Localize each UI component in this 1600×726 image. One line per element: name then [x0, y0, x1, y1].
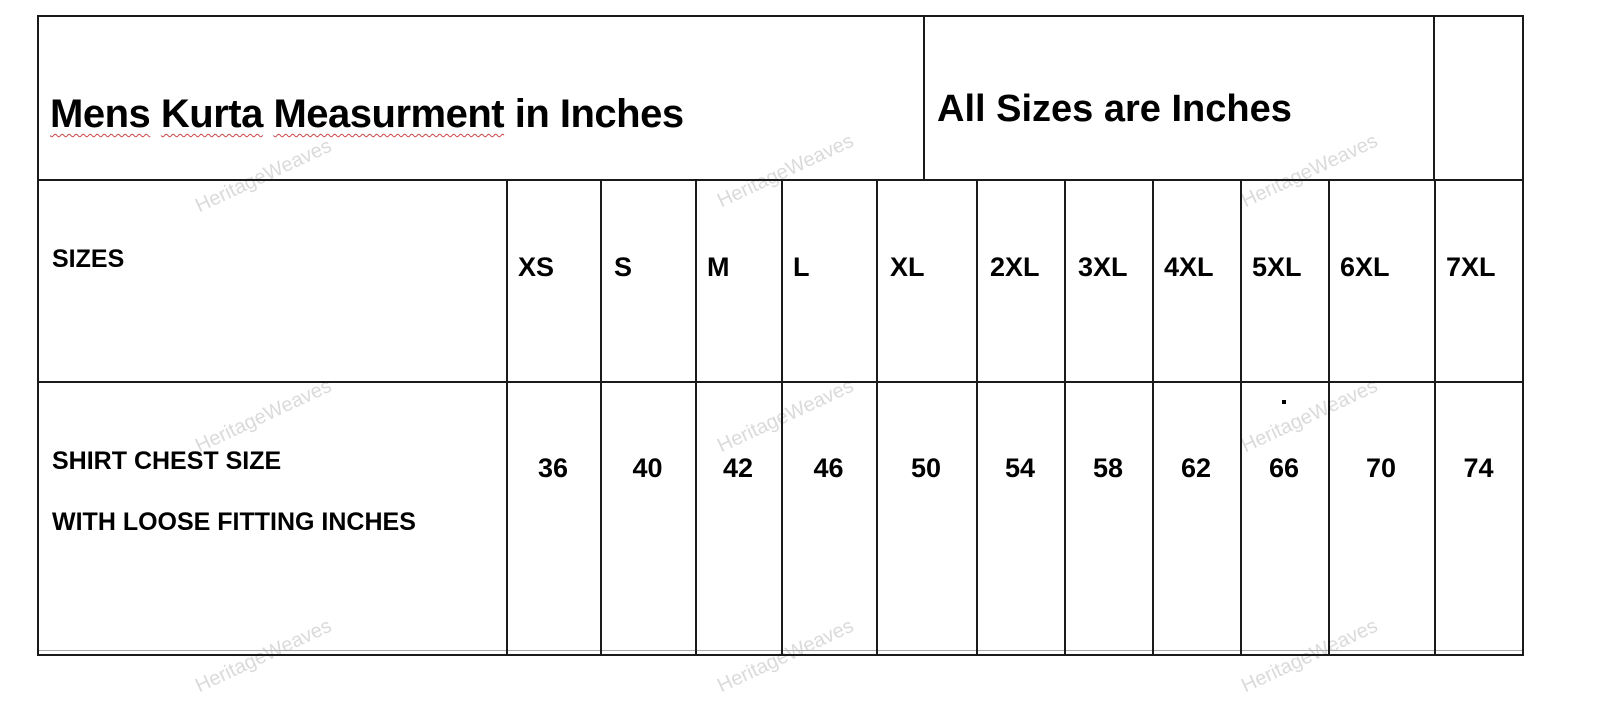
chart-subtitle: All Sizes are Inches	[937, 88, 1292, 130]
column-divider	[1328, 180, 1330, 656]
title-word: Mens	[50, 92, 151, 136]
border-left	[37, 15, 39, 656]
watermark-text: HeritageWeaves	[1238, 129, 1382, 213]
column-divider	[1152, 180, 1154, 656]
title-word: Kurta	[160, 92, 263, 136]
chest-row-label-1: SHIRT CHEST SIZE	[52, 447, 282, 475]
chest-value-l: 46	[813, 453, 844, 483]
column-divider	[506, 180, 508, 656]
column-divider	[600, 180, 602, 656]
size-header-3xl: 3XL	[1078, 252, 1128, 282]
size-header-7xl: 7XL	[1446, 252, 1496, 282]
watermark-text: HeritageWeaves	[714, 129, 858, 213]
sizes-row-label: SIZES	[52, 245, 125, 273]
watermark-text: HeritageWeaves	[192, 134, 336, 218]
chest-value-7xl: 74	[1463, 453, 1494, 483]
watermark-text: HeritageWeaves	[714, 374, 858, 458]
column-divider	[876, 180, 878, 656]
column-divider	[1240, 180, 1242, 656]
column-divider	[1434, 180, 1436, 656]
border-right	[1522, 15, 1524, 656]
watermark-text: HeritageWeaves	[192, 374, 336, 458]
column-divider	[976, 180, 978, 656]
column-divider	[695, 180, 697, 656]
chest-value-5xl: 66	[1268, 453, 1300, 483]
chest-value-xs: 36	[537, 453, 569, 483]
stray-dot	[1282, 400, 1286, 404]
watermark-text: HeritageWeaves	[192, 614, 336, 698]
watermark-text: HeritageWeaves	[1238, 374, 1382, 458]
chest-value-4xl: 62	[1180, 453, 1212, 483]
size-header-5xl: 5XL	[1252, 252, 1302, 282]
chest-value-6xl: 70	[1365, 453, 1397, 483]
size-header-s: S	[614, 252, 633, 282]
column-divider	[1064, 180, 1066, 656]
border-top	[38, 15, 1524, 17]
title-word: Measurment	[273, 92, 505, 136]
chest-value-3xl: 58	[1092, 453, 1124, 483]
chart-title: Mens Kurta Measurment in Inches	[50, 92, 684, 137]
column-divider	[781, 180, 783, 656]
size-header-m: M	[707, 252, 730, 282]
size-header-xl: XL	[890, 252, 925, 282]
size-header-xs: XS	[518, 252, 555, 282]
size-header-4xl: 4XL	[1164, 252, 1214, 282]
watermark-text: HeritageWeaves	[714, 614, 858, 698]
size-header-l: L	[793, 252, 810, 282]
chest-value-xl: 50	[910, 453, 942, 483]
size-header-6xl: 6XL	[1340, 252, 1390, 282]
chest-value-m: 42	[722, 453, 754, 483]
header-divider	[1433, 15, 1435, 181]
chest-value-2xl: 54	[1004, 453, 1036, 483]
header-divider	[923, 15, 925, 181]
chest-row-label-2: WITH LOOSE FITTING INCHES	[52, 508, 416, 536]
chest-value-s: 40	[632, 453, 663, 483]
title-word: in Inches	[514, 92, 684, 136]
size-header-2xl: 2XL	[990, 252, 1040, 282]
watermark-text: HeritageWeaves	[1238, 614, 1382, 698]
